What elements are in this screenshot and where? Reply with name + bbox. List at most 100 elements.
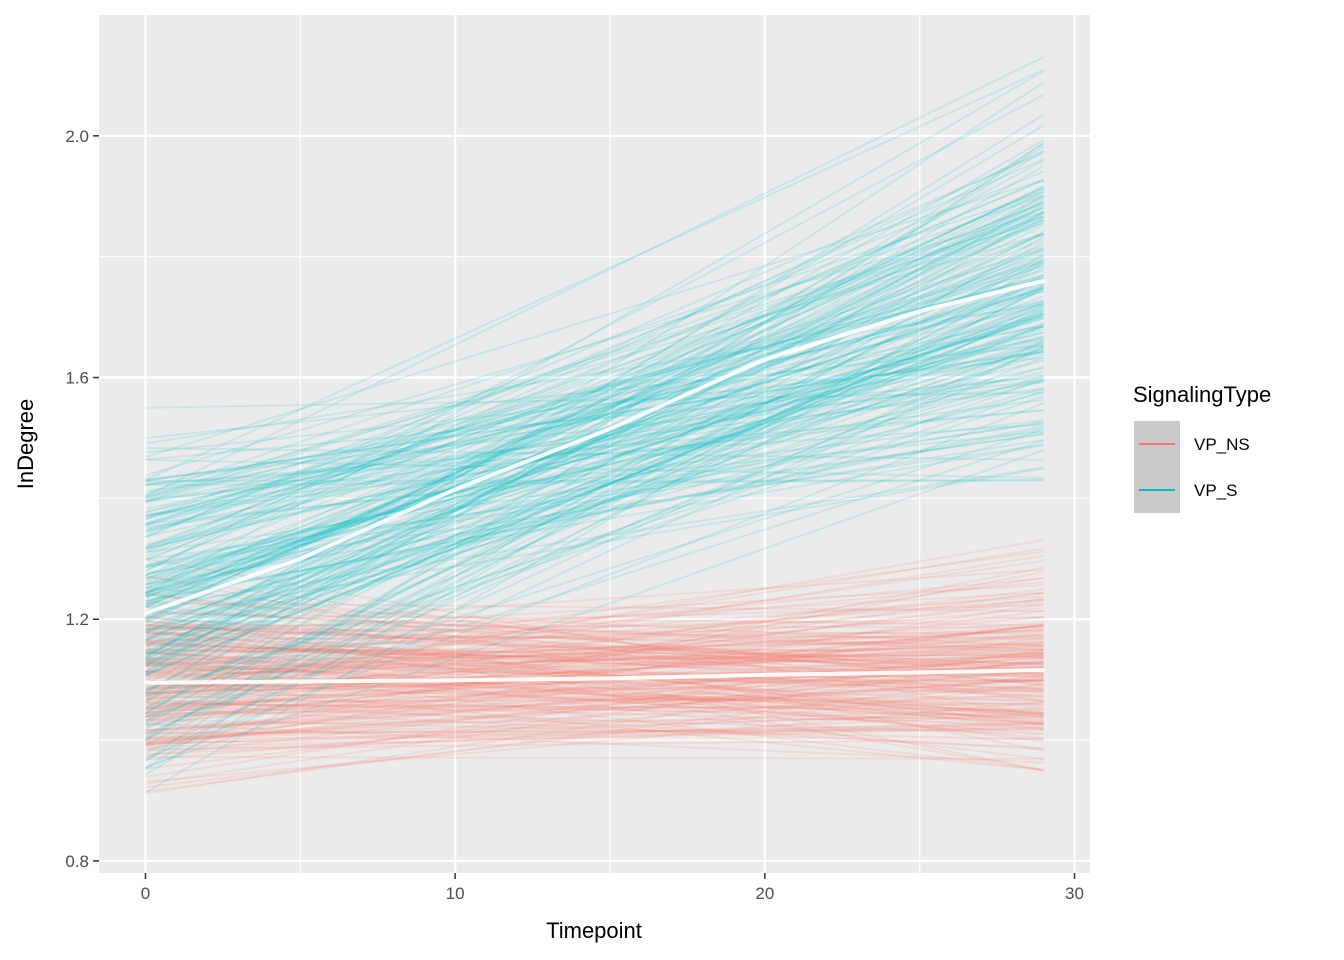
trajectory-line (145, 665, 1044, 735)
trajectory-line (145, 308, 1044, 580)
trajectory-line (145, 678, 1044, 772)
trajectory-line (145, 287, 1044, 737)
trajectory-line (145, 645, 1044, 695)
legend-label-vp-ns: VP_NS (1194, 435, 1250, 454)
trajectory-line (145, 303, 1044, 445)
trajectory-line (145, 651, 1044, 698)
trajectory-line (145, 678, 1044, 744)
trajectory-line (145, 727, 1044, 735)
trajectory-line (145, 379, 1044, 481)
trajectory-line (145, 395, 1044, 697)
trajectory-line (145, 299, 1044, 586)
trajectory-line (145, 315, 1044, 511)
trajectory-line (144, 142, 1045, 695)
trajectory-line (144, 165, 1045, 694)
trajectory-line (145, 191, 1044, 496)
trajectory-line (145, 283, 1044, 731)
trajectory-line (145, 644, 1044, 664)
trajectory-line (145, 631, 1044, 665)
trajectory-line (144, 258, 1045, 726)
trajectory-line (145, 598, 1044, 668)
y-tick-label: 0.8 (65, 852, 89, 871)
trajectory-line (145, 723, 1044, 764)
mean-line-vp-s (143, 278, 1046, 616)
trajectory-line (145, 381, 1044, 517)
trajectory-line (145, 321, 1044, 649)
trajectory-line (145, 635, 1044, 640)
trajectory-line (145, 616, 1044, 637)
trajectory-line (145, 69, 1044, 481)
trajectory-line (145, 591, 1044, 715)
x-axis-title: Timepoint (546, 918, 642, 943)
trajectory-line (145, 656, 1044, 718)
trajectory-line (145, 344, 1044, 550)
trajectory-line (145, 376, 1044, 461)
trajectory-line (145, 721, 1044, 745)
trajectory-line (145, 170, 1044, 538)
trajectory-line (145, 378, 1044, 698)
trajectory-line (145, 709, 1044, 746)
trajectory-line (144, 196, 1045, 714)
trajectory-line (145, 679, 1044, 700)
trajectory-line (145, 179, 1044, 458)
trajectory-line (145, 629, 1044, 667)
trajectory-line (145, 575, 1044, 702)
trajectory-line (145, 616, 1044, 654)
trajectory-line (145, 666, 1044, 718)
trajectory-line (145, 248, 1044, 591)
trajectory-line (145, 345, 1044, 770)
trajectory-line (145, 683, 1044, 789)
trajectory-line (145, 317, 1044, 587)
trajectory-line (145, 648, 1044, 652)
trajectory-line (145, 598, 1044, 686)
trajectory-line (145, 581, 1044, 666)
trajectory-line (145, 350, 1044, 663)
trajectory-line (145, 693, 1044, 740)
x-tick-label: 30 (1065, 884, 1084, 903)
trajectory-line (144, 124, 1045, 658)
trajectory-line (145, 408, 1044, 501)
trajectory-line (145, 703, 1044, 710)
trajectory-line (145, 688, 1044, 718)
trajectory-line (145, 663, 1044, 725)
trajectory-line (144, 159, 1045, 648)
trajectory-line (145, 232, 1044, 654)
trajectory-line (145, 342, 1044, 668)
trajectory-line (144, 81, 1045, 676)
trajectory-line (145, 679, 1044, 732)
trajectory-line (145, 373, 1044, 503)
trajectory-line (145, 648, 1044, 673)
trajectory-line (145, 211, 1044, 613)
trajectory-line (145, 632, 1044, 712)
legend-label-vp-s: VP_S (1194, 481, 1237, 500)
trajectory-line (145, 366, 1044, 568)
trajectory-line (145, 624, 1044, 715)
trajectory-line (145, 640, 1044, 698)
trajectory-line (145, 179, 1044, 558)
trajectory-line (145, 624, 1044, 629)
trajectory-line (145, 300, 1044, 499)
trajectory-line (145, 651, 1044, 732)
trajectory-line (145, 337, 1044, 503)
trajectory-line (145, 576, 1044, 710)
individual-lines-vp-s (144, 56, 1045, 794)
trajectory-line (145, 300, 1044, 660)
trajectory-line (145, 631, 1044, 743)
trajectory-line (145, 233, 1044, 606)
trajectory-line (145, 547, 1044, 692)
trajectory-line (145, 619, 1044, 726)
trajectory-line (144, 113, 1045, 673)
trajectory-line (145, 309, 1044, 702)
x-tick-label: 10 (446, 884, 465, 903)
trajectory-line (145, 595, 1044, 661)
trajectory-line (145, 661, 1044, 739)
trajectory-line (145, 238, 1044, 613)
trajectory-line (145, 728, 1044, 735)
trajectory-line (145, 356, 1044, 722)
trajectory-line (145, 325, 1044, 599)
trajectory-line (145, 628, 1044, 650)
trajectory-line (145, 278, 1044, 655)
trajectory-line (145, 624, 1044, 670)
trajectory-line (144, 254, 1045, 740)
